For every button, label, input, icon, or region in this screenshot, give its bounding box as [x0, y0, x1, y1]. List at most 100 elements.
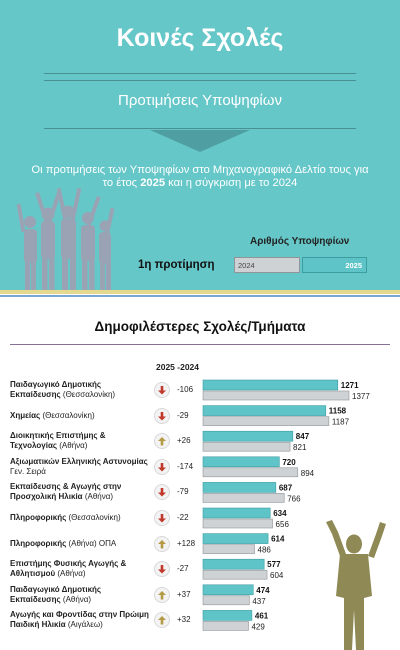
bar-2024 — [202, 493, 285, 503]
bar-2025 — [202, 558, 265, 570]
intro-line-2a: το έτος — [102, 177, 141, 189]
subtitle-rule — [44, 128, 356, 129]
first-preference-label: 1η προτίμηση — [138, 259, 215, 271]
row-city: (Θεσσαλονίκη) — [42, 410, 95, 420]
row-label: Χημείας (Θεσσαλονίκη) — [10, 411, 150, 421]
down-arrow-icon — [150, 130, 250, 152]
row-label: Πληροφορικής (Αθήνα) ΟΠΑ — [10, 539, 150, 549]
divider-gold — [0, 290, 400, 294]
bar-2024 — [202, 518, 273, 529]
row-city: (Αθήνα) ΟΠΑ — [68, 538, 117, 548]
value-2025-label: 687 — [279, 483, 293, 492]
row-city: (Αθήνα) — [57, 569, 86, 579]
bar-2024 — [202, 569, 268, 580]
row-city: (Θεσσαλονίκη) — [62, 390, 116, 399]
row-city: (Αθήνα) — [59, 441, 88, 451]
value-2024-label: 604 — [270, 571, 284, 580]
bar-2024 — [202, 416, 330, 426]
value-2024-label: 437 — [252, 597, 266, 606]
arrow-down-icon — [154, 382, 170, 398]
change-value: -29 — [177, 410, 189, 420]
legend-title: Αριθμός Υποψηφίων — [250, 236, 350, 247]
value-2025-label: 634 — [273, 509, 287, 518]
value-2025-label: 847 — [296, 432, 310, 441]
row-city: (Αθήνα) — [84, 492, 114, 502]
row-label: Παιδαγωγικό Δημοτικής Εκπαίδευσης (Θεσσα… — [10, 380, 150, 400]
bar-2025 — [202, 507, 271, 519]
value-2025-label: 1271 — [341, 381, 359, 390]
bar-2024 — [202, 467, 299, 478]
bar-2024 — [202, 621, 249, 631]
legend-2024-label: 2024 — [238, 261, 255, 270]
value-2025-label: 577 — [267, 560, 281, 569]
page-subtitle: Προτιμήσεις Υποψηφίων — [118, 92, 282, 109]
legend-2024-bar: 2024 — [234, 257, 300, 273]
row-city: Γεν. Σειρά — [10, 466, 46, 476]
arrow-down-icon — [154, 561, 170, 578]
row-name: Παιδαγωγικό Δημοτικής Εκπαίδευσης — [10, 380, 102, 399]
divider-blue — [0, 295, 400, 297]
intro-text: Οι προτιμήσεις των Υποψηφίων στο Μηχανογ… — [22, 164, 378, 190]
section-rule — [10, 344, 390, 345]
row-name: Παιδαγωγικό Δημοτικής Εκπαίδευσης — [10, 584, 102, 604]
legend-2025-label: 2025 — [345, 261, 362, 270]
value-2025-label: 614 — [271, 535, 285, 544]
row-name: Διοικητικής Επιστήμης & Τεχνολογίας — [10, 431, 106, 451]
intro-year-2025: 2025 — [140, 177, 166, 189]
row-name: Αξιωματικών Ελληνικής Αστυνομίας — [10, 456, 148, 466]
change-value: +32 — [177, 615, 191, 625]
value-2024-label: 1377 — [352, 392, 370, 401]
arrow-up-icon — [154, 612, 170, 629]
change-value: -106 — [177, 385, 194, 394]
arrow-down-icon — [154, 407, 170, 424]
bar-2024 — [202, 595, 250, 606]
value-2024-label: 1187 — [332, 418, 350, 427]
value-2024-label: 821 — [293, 443, 307, 452]
section-title: Δημοφιλέστερες Σχολές/Τμήματα — [94, 319, 306, 334]
legend-2025-bar: 2025 — [302, 257, 367, 273]
value-2024-label: 656 — [276, 520, 290, 529]
arrow-up-icon — [154, 535, 170, 552]
bar-2025 — [202, 379, 339, 391]
intro-line-1: Οι προτιμήσεις των Υποψηφίων στο Μηχανογ… — [31, 164, 369, 176]
row-label: Αξιωματικών Ελληνικής Αστυνομίας Γεν. Σε… — [10, 457, 150, 477]
row-city: (Θεσσαλονίκη) — [68, 513, 121, 522]
arrow-up-icon — [154, 433, 170, 450]
arrow-up-icon — [154, 586, 170, 603]
change-value: +26 — [177, 436, 191, 446]
change-value: -79 — [177, 487, 189, 497]
arrow-down-icon — [154, 458, 170, 475]
value-2025-label: 1158 — [329, 407, 347, 416]
page-title: Κοινές Σχολές — [116, 24, 284, 52]
row-label: Πληροφορικής (Θεσσαλονίκη) — [10, 513, 150, 523]
change-value: -22 — [177, 513, 189, 522]
value-2024-label: 766 — [287, 494, 301, 503]
row-label: Επιστήμης Φυσικής Αγωγής & Αθλητισμού (Α… — [10, 559, 150, 579]
arrow-down-icon — [154, 484, 170, 501]
change-value: +37 — [177, 589, 191, 599]
row-name: Εκπαίδευσης & Αγωγής στην Προσχολική Ηλι… — [10, 482, 122, 502]
bar-2025 — [202, 456, 280, 468]
arrow-down-icon — [154, 510, 170, 526]
value-2025-label: 461 — [255, 611, 269, 620]
bar-2025 — [202, 405, 327, 416]
value-2024-label: 429 — [251, 622, 265, 631]
title-rule-top — [44, 73, 356, 74]
change-value: -174 — [177, 461, 194, 471]
value-2025-label: 474 — [256, 586, 270, 595]
intro-year-2024: 2024 — [272, 177, 298, 189]
row-label: Εκπαίδευσης & Αγωγής στην Προσχολική Ηλι… — [10, 482, 150, 502]
bar-2024 — [202, 390, 350, 401]
crowd-silhouette-icon — [16, 187, 115, 290]
bar-2024 — [202, 441, 291, 452]
row-name: Πληροφορικής — [10, 538, 67, 548]
bar-2025 — [202, 533, 269, 544]
change-value: +128 — [177, 538, 196, 548]
row-city: (Αθήνα) — [62, 594, 92, 604]
bar-2024 — [202, 544, 255, 554]
row-label: Παιδαγωγικό Δημοτικής Εκπαίδευσης (Αθήνα… — [10, 585, 150, 605]
bar-2025 — [202, 430, 294, 442]
bar-2025 — [202, 482, 277, 493]
value-2025-label: 720 — [282, 458, 296, 467]
